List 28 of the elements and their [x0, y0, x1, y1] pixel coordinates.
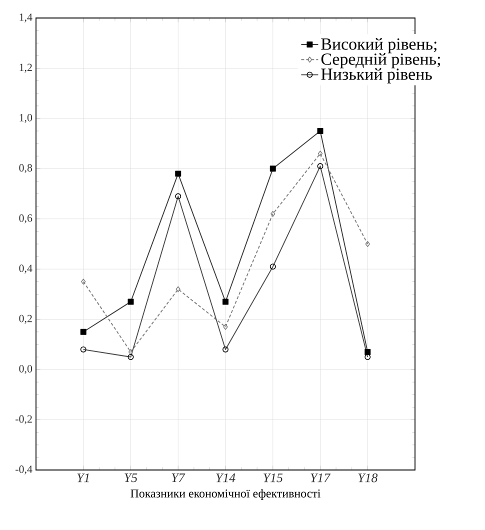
x-tick-label: Y14 [216, 474, 236, 482]
legend-label: Низький рівень [321, 68, 432, 84]
point [365, 241, 370, 247]
x-tick-label: Y5 [124, 474, 138, 482]
y-tick-label: 0,8 [19, 164, 32, 174]
y-tick-label: 1,4 [20, 14, 32, 22]
y-tick-label: 0,6 [19, 214, 32, 224]
x-tick-label: Y7 [172, 474, 186, 482]
x-tick-label: Y15 [264, 474, 283, 482]
x-tick-label: Y17 [310, 474, 331, 482]
y-tick-label: 0,2 [19, 314, 32, 324]
x-tick-label: Y1 [77, 474, 89, 482]
point [223, 324, 228, 330]
point [128, 348, 134, 355]
point [176, 286, 180, 292]
point [318, 150, 323, 157]
x-axis-title: Показники економічної ефективності [130, 489, 320, 500]
y-tick-label: -0,4 [16, 466, 32, 474]
point [81, 278, 86, 285]
legend-label: Високий рівень; [321, 38, 436, 54]
point [270, 210, 276, 217]
y-tick-label: 1,0 [20, 114, 32, 123]
legend-label: Середній рівень; [321, 53, 440, 68]
y-tick-label: -0,2 [16, 415, 32, 424]
y-tick-label: 1,2 [20, 64, 32, 73]
y-tick-label: 0,4 [19, 264, 32, 274]
y-tick-label: 0,0 [19, 365, 32, 374]
x-tick-label: Y18 [358, 474, 378, 482]
